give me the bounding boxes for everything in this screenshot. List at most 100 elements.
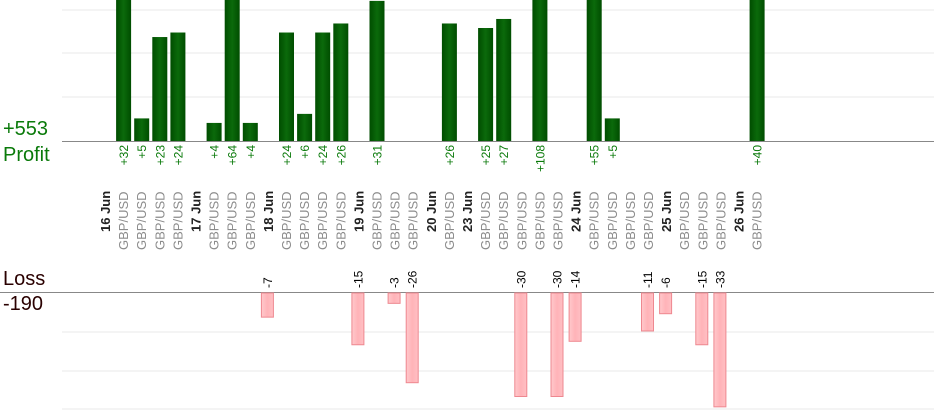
pair-label: GBP/USD	[623, 191, 638, 250]
pair-label: GBP/USD	[551, 191, 566, 250]
pair-label: GBP/USD	[279, 191, 294, 250]
loss-value-label: -33	[713, 270, 727, 288]
profit-label: Profit	[3, 144, 50, 166]
date-label: 16 Jun	[98, 191, 113, 232]
pair-label: GBP/USD	[496, 191, 511, 250]
date-label: 19 Jun	[351, 191, 366, 232]
loss-bar	[514, 292, 528, 397]
profit-value-label: +31	[371, 145, 385, 166]
pair-label: GBP/USD	[315, 191, 330, 250]
profit-bar	[478, 28, 494, 141]
pair-label: GBP/USD	[713, 191, 728, 250]
profit-value-label: +32	[117, 145, 131, 166]
profit-bar	[224, 0, 240, 141]
loss-total: -190	[3, 293, 44, 315]
loss-bar	[641, 292, 654, 332]
profit-bar	[333, 23, 349, 142]
profit-bar	[279, 32, 294, 141]
profit-value-label: +55	[588, 145, 602, 166]
date-label: 26 Jun	[732, 191, 747, 232]
loss-bar	[695, 292, 709, 346]
profit-bar	[749, 0, 765, 141]
pair-label: GBP/USD	[406, 191, 421, 250]
loss-bar	[260, 292, 274, 318]
date-label: 18 Jun	[261, 191, 276, 232]
profit-bar	[315, 32, 331, 141]
pair-label: GBP/USD	[641, 191, 656, 250]
date-label: 17 Jun	[189, 191, 204, 232]
pair-label: GBP/USD	[478, 191, 493, 250]
profit-value-label: +25	[479, 145, 493, 166]
loss-value-label: -7	[261, 277, 275, 288]
loss-value-label: -26	[406, 270, 420, 288]
profit-value-label: +108	[533, 145, 547, 172]
loss-bar	[713, 292, 727, 408]
profit-bar	[441, 23, 457, 142]
profit-bar	[297, 113, 313, 141]
date-label: 24 Jun	[569, 191, 584, 232]
pair-label: GBP/USD	[333, 191, 348, 250]
profit-value-label: +4	[244, 145, 258, 159]
profit-value-label: +24	[280, 145, 294, 166]
pair-label: GBP/USD	[134, 191, 149, 250]
profit-bar	[170, 32, 186, 141]
loss-bar	[387, 292, 401, 304]
profit-value-label: +24	[316, 145, 330, 166]
pair-label: GBP/USD	[514, 191, 529, 250]
profit-bar	[586, 0, 602, 141]
loss-value-label: -6	[659, 277, 673, 288]
profit-value-label: +23	[153, 145, 167, 166]
pair-label: GBP/USD	[695, 191, 710, 250]
pair-label: GBP/USD	[388, 191, 403, 250]
pair-label: GBP/USD	[532, 191, 547, 250]
pair-label: GBP/USD	[170, 191, 185, 250]
date-label: 20 Jun	[424, 191, 439, 232]
profit-value-label: +24	[171, 145, 185, 166]
loss-value-label: -14	[569, 270, 583, 288]
pair-label: GBP/USD	[225, 191, 240, 250]
loss-value-label: -3	[388, 277, 402, 288]
pair-label: GBP/USD	[116, 191, 131, 250]
loss-label: Loss	[3, 268, 46, 290]
pair-label: GBP/USD	[207, 191, 222, 250]
pair-label: GBP/USD	[677, 191, 692, 250]
loss-value-label: -15	[695, 270, 709, 288]
profit-value-label: +26	[443, 145, 457, 166]
profit-value-label: +40	[751, 145, 765, 166]
profit-bar	[152, 37, 168, 141]
profit-value-label: +5	[606, 145, 620, 159]
date-label: 23 Jun	[460, 191, 475, 232]
profit-value-label: +5	[135, 145, 149, 159]
pair-label: GBP/USD	[442, 191, 457, 250]
profit-value-label: +27	[497, 145, 511, 166]
loss-value-label: -30	[514, 270, 528, 288]
profit-bar	[604, 118, 620, 141]
pair-label: GBP/USD	[243, 191, 258, 250]
pair-label: GBP/USD	[605, 191, 620, 250]
loss-bar	[568, 292, 582, 342]
pair-label: GBP/USD	[587, 191, 602, 250]
loss-bar	[405, 292, 419, 384]
profit-bar	[532, 0, 548, 141]
profit-value-label: +64	[226, 145, 240, 166]
profit-bar	[369, 0, 385, 141]
pair-label: GBP/USD	[297, 191, 312, 250]
profit-bar	[206, 122, 222, 141]
profit-total: +553	[3, 118, 49, 140]
profit-bar	[134, 118, 150, 141]
pair-label: GBP/USD	[750, 191, 765, 250]
profit-value-label: +4	[208, 145, 222, 159]
profit-value-label: +6	[298, 145, 312, 159]
loss-bar	[659, 292, 673, 315]
profit-value-label: +26	[334, 145, 348, 166]
loss-value-label: -11	[641, 271, 655, 288]
loss-bar	[550, 292, 564, 397]
profit-bar	[496, 18, 512, 141]
loss-value-label: -15	[351, 270, 365, 288]
loss-bar	[351, 292, 365, 346]
profit-bar	[116, 0, 132, 141]
pair-label: GBP/USD	[152, 191, 167, 250]
profit-bar	[242, 122, 258, 141]
loss-value-label: -30	[551, 270, 565, 288]
